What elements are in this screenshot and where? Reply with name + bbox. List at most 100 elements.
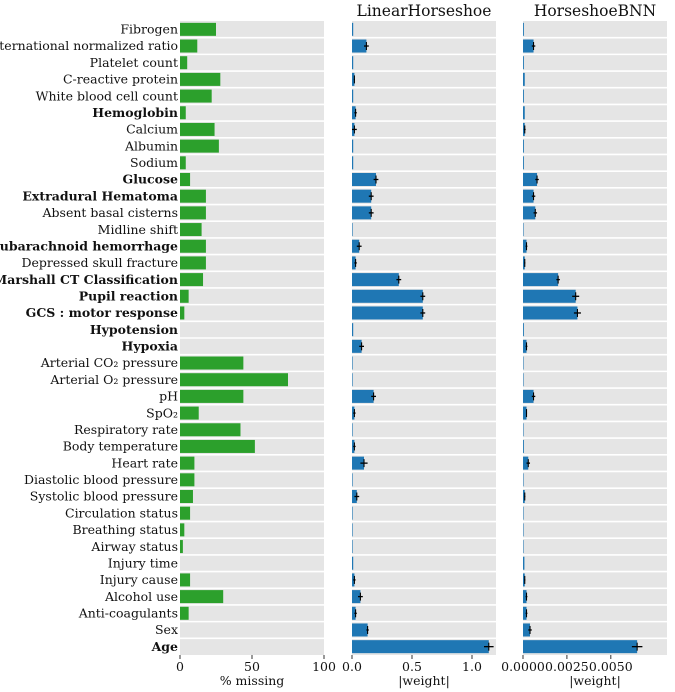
category-label: Hemoglobin bbox=[92, 105, 178, 120]
bar bbox=[352, 456, 364, 470]
bar bbox=[180, 389, 244, 403]
bar bbox=[523, 139, 524, 153]
bar bbox=[180, 490, 193, 503]
bar bbox=[523, 573, 525, 587]
category-label: Glucose bbox=[123, 172, 178, 187]
category-label: Arterial O₂ pressure bbox=[49, 372, 178, 387]
x-tick-label: 0 bbox=[176, 659, 184, 674]
bar bbox=[523, 623, 531, 637]
category-label: Arterial CO₂ pressure bbox=[40, 355, 178, 370]
bar bbox=[523, 473, 524, 487]
bar bbox=[180, 139, 219, 153]
category-label: Breathing status bbox=[73, 522, 179, 537]
x-tick-label: 0.0000 bbox=[501, 659, 545, 674]
bar bbox=[352, 389, 374, 403]
x-axis-label: |weight| bbox=[398, 673, 450, 688]
bar bbox=[523, 156, 524, 170]
bar bbox=[523, 56, 524, 70]
bar bbox=[180, 523, 185, 537]
category-label: Pupil reaction bbox=[79, 288, 178, 303]
bar bbox=[180, 89, 212, 103]
bar bbox=[180, 56, 188, 70]
category-label: Subarachnoid hemorrhage bbox=[0, 238, 178, 253]
bar bbox=[352, 523, 353, 537]
bar bbox=[523, 356, 524, 370]
bar bbox=[352, 89, 354, 103]
bar bbox=[180, 473, 195, 487]
category-label: International normalized ratio bbox=[0, 38, 178, 53]
bar bbox=[523, 439, 524, 453]
bar bbox=[352, 289, 423, 303]
bar bbox=[180, 223, 202, 237]
x-axis-label: % missing bbox=[220, 673, 285, 688]
category-label: Sex bbox=[155, 622, 178, 637]
bar bbox=[180, 506, 191, 520]
bar bbox=[180, 39, 198, 53]
bar bbox=[523, 173, 538, 186]
bar bbox=[180, 189, 206, 203]
bar bbox=[352, 556, 354, 570]
category-label: Depressed skull fracture bbox=[21, 255, 178, 270]
bar bbox=[352, 590, 361, 604]
x-tick-label: 0.0 bbox=[342, 659, 362, 674]
bar bbox=[523, 406, 527, 420]
category-label: GCS : motor response bbox=[26, 305, 178, 320]
bar bbox=[180, 239, 206, 253]
category-label: C-reactive protein bbox=[63, 72, 178, 87]
bar bbox=[352, 273, 399, 287]
x-tick-label: 0.5 bbox=[402, 659, 422, 674]
category-label: Diastolic blood pressure bbox=[24, 472, 178, 487]
bar bbox=[180, 72, 221, 86]
bar bbox=[180, 273, 204, 287]
bar bbox=[352, 623, 368, 637]
bar bbox=[523, 106, 525, 120]
category-label: Sodium bbox=[130, 155, 178, 170]
bar bbox=[523, 306, 578, 320]
category-label: Alcohol use bbox=[104, 589, 178, 604]
bar bbox=[180, 256, 206, 270]
category-label: Platelet count bbox=[90, 55, 178, 70]
bar bbox=[180, 540, 183, 554]
bar bbox=[523, 289, 576, 303]
bar bbox=[523, 423, 524, 437]
bar bbox=[523, 39, 534, 53]
category-label: Injury cause bbox=[100, 572, 178, 587]
bar bbox=[352, 206, 372, 220]
category-label: Respiratory rate bbox=[74, 422, 178, 437]
category-label: Systolic blood pressure bbox=[30, 489, 178, 504]
category-label: SpO₂ bbox=[146, 405, 178, 420]
bar bbox=[180, 439, 255, 453]
bar bbox=[180, 306, 185, 320]
bar bbox=[352, 373, 353, 387]
category-label: Circulation status bbox=[65, 505, 178, 520]
category-label: Heart rate bbox=[111, 455, 178, 470]
category-label: Midline shift bbox=[98, 222, 178, 237]
bar bbox=[523, 373, 524, 387]
bar bbox=[180, 573, 191, 587]
bar bbox=[523, 22, 524, 36]
category-label: Extradural Hematoma bbox=[22, 188, 178, 203]
category-label: Age bbox=[151, 639, 178, 654]
bar bbox=[523, 540, 524, 554]
bar bbox=[352, 606, 356, 620]
category-label: Fibrogen bbox=[120, 22, 178, 37]
x-tick-label: 1.0 bbox=[462, 659, 482, 674]
bar bbox=[523, 456, 529, 470]
bar bbox=[352, 173, 376, 186]
bar bbox=[523, 389, 534, 403]
bar bbox=[352, 139, 354, 153]
bar bbox=[523, 523, 524, 537]
bar bbox=[523, 189, 534, 203]
bar bbox=[523, 556, 525, 570]
bar bbox=[523, 323, 524, 337]
x-tick-label: 100 bbox=[312, 659, 336, 674]
bar bbox=[523, 640, 638, 654]
bar bbox=[352, 39, 367, 53]
panel-title: HorseshoeBNN bbox=[534, 2, 656, 20]
category-label: Hypoxia bbox=[122, 339, 178, 354]
bar bbox=[180, 122, 215, 136]
bar bbox=[352, 356, 353, 370]
bar bbox=[523, 89, 524, 103]
bar bbox=[523, 239, 527, 253]
